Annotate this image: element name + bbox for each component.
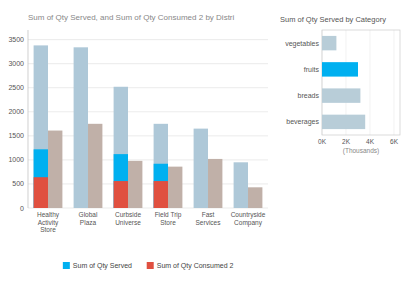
- x-axis-label: (Thousands): [343, 147, 380, 155]
- x-tick-label: HealthyActivityStore: [37, 211, 60, 233]
- main-chart: Sum of Qty Served, and Sum of Qty Consum…: [8, 13, 268, 270]
- y-tick-label: fruits: [304, 66, 320, 73]
- x-tick-label-line: Services: [196, 219, 222, 226]
- y-tick-label: 2000: [8, 108, 24, 115]
- bar: [194, 208, 208, 209]
- x-tick-label-line: Store: [40, 226, 56, 233]
- y-axis-line: [28, 30, 29, 208]
- chart-title: Sum of Qty Served by Category: [280, 15, 386, 24]
- bar: [154, 164, 168, 208]
- grid-line: [28, 208, 268, 209]
- bar: [34, 45, 48, 208]
- x-tick-label-line: Curbside: [115, 211, 141, 218]
- x-tick-label: 2K: [342, 138, 351, 145]
- bar: [114, 87, 128, 208]
- bar: [74, 208, 88, 209]
- y-tick-label: 2500: [8, 84, 24, 91]
- bar: [194, 208, 208, 209]
- grid-line: [28, 183, 268, 184]
- x-tick-label-line: Company: [234, 219, 263, 227]
- x-tick-label-line: Universe: [115, 219, 141, 226]
- y-tick-label: breads: [298, 92, 320, 99]
- grid-line: [28, 135, 268, 136]
- grid-line: [370, 30, 371, 135]
- bar: [114, 154, 128, 208]
- bar: [322, 62, 358, 76]
- bar: [34, 177, 48, 208]
- bar: [234, 208, 248, 209]
- y-tick-label: 3500: [8, 36, 24, 43]
- bar: [88, 124, 102, 208]
- legend-label: Sum of Qty Served: [73, 262, 132, 270]
- x-tick-label-line: Store: [160, 219, 176, 226]
- x-tick-label: 0K: [318, 138, 327, 145]
- x-tick-label: 4K: [366, 138, 375, 145]
- y-tick-label: 1500: [8, 132, 24, 139]
- x-tick-label: Field TripStore: [155, 211, 182, 226]
- bar: [168, 167, 182, 208]
- bar: [154, 181, 168, 208]
- x-tick-label: CountrysideCompany: [231, 211, 266, 227]
- grid-line: [28, 87, 268, 88]
- bar: [74, 208, 88, 209]
- x-tick-label-line: Global: [79, 211, 98, 218]
- chart-container: Sum of Qty Served, and Sum of Qty Consum…: [0, 0, 408, 285]
- y-tick-label: 500: [12, 180, 24, 187]
- legend-label: Sum of Qty Consumed 2: [157, 262, 234, 270]
- bar: [234, 208, 248, 209]
- legend: Sum of Qty Served Sum of Qty Consumed 2: [63, 262, 234, 270]
- grid-line: [394, 30, 395, 135]
- plot-frame: [322, 30, 400, 135]
- bar: [234, 162, 248, 208]
- bar: [114, 181, 128, 208]
- bar: [74, 47, 88, 208]
- y-tick-label: vegetables: [285, 40, 319, 48]
- bar: [322, 115, 365, 129]
- grid-line: [28, 111, 268, 112]
- y-tick-label: 3000: [8, 60, 24, 67]
- bar: [128, 161, 142, 208]
- y-tick-label: 0: [20, 205, 24, 212]
- x-tick-label: FastServices: [196, 211, 222, 226]
- chart-svg: Sum of Qty Served, and Sum of Qty Consum…: [0, 0, 408, 285]
- bar: [322, 88, 360, 102]
- inset-chart: Sum of Qty Served by Category 0K 2K 4K 6K (Th…: [280, 15, 400, 155]
- x-tick-label-line: Plaza: [80, 219, 97, 226]
- x-tick-label: GlobalPlaza: [79, 211, 98, 226]
- bar: [194, 129, 208, 208]
- legend-swatch: [147, 262, 154, 269]
- grid-line: [28, 159, 268, 160]
- grid-line: [28, 39, 268, 40]
- x-tick-label-line: Fast: [202, 211, 215, 218]
- bars: [34, 45, 263, 208]
- y-tick-label: beverages: [286, 118, 319, 126]
- bar: [322, 36, 336, 50]
- bar: [248, 187, 262, 208]
- bar: [154, 124, 168, 208]
- x-tick-label: 6K: [390, 138, 399, 145]
- bar: [208, 159, 222, 208]
- y-tick-label: 1000: [8, 156, 24, 163]
- x-tick-label: CurbsideUniverse: [115, 211, 141, 226]
- chart-title: Sum of Qty Served, and Sum of Qty Consum…: [28, 13, 235, 22]
- bars: [322, 36, 365, 129]
- bar: [34, 149, 48, 208]
- bar: [48, 131, 62, 208]
- grid-line: [28, 63, 268, 64]
- legend-swatch: [63, 262, 70, 269]
